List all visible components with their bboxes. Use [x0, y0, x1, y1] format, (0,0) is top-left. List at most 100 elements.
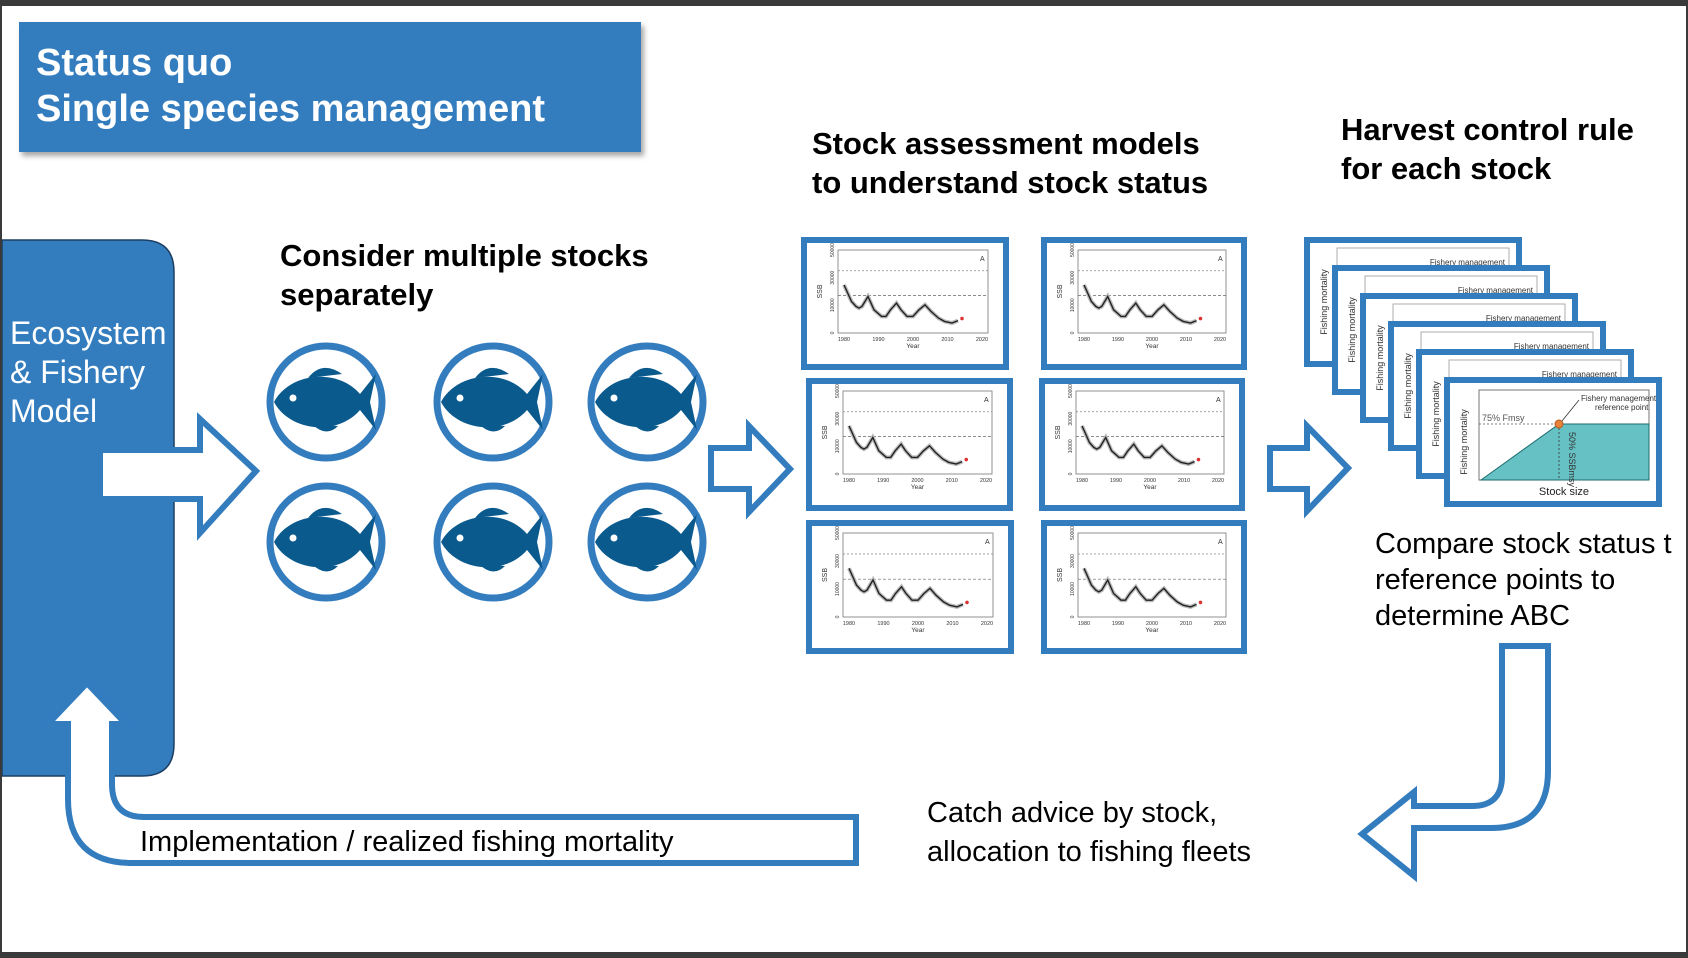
hcr-header-label: Fishery management [1542, 370, 1618, 379]
plot-x-tick: 1980 [843, 478, 855, 484]
plot-x-tick: 2020 [980, 478, 992, 484]
hcr-heading-line-1: Harvest control rule [1341, 112, 1634, 147]
hcr-ssbmsy-label: 50% SSBmsy [1567, 432, 1577, 488]
plot-x-tick: 2010 [946, 478, 958, 484]
plot-ylabel: SSB [822, 425, 829, 439]
hcr-ref-label-1: Fishery management [1581, 394, 1657, 403]
fish-icon [587, 342, 707, 462]
assessment-heading: Stock assessment models to understand st… [812, 124, 1208, 202]
hcr-ref-label-2: reference point [1595, 403, 1649, 412]
hcr-header-label: Fishery management [1458, 286, 1534, 295]
title-line-2: Single species management [36, 88, 545, 130]
plot-x-tick: 2010 [941, 337, 953, 343]
plot-x-tick: 2000 [1146, 621, 1158, 627]
hcr-ylabel: Fishing mortality [1319, 269, 1329, 335]
plot-x-tick: 2020 [1214, 337, 1226, 343]
plot-x-tick: 2000 [912, 621, 924, 627]
plot-xlabel: Year [1145, 627, 1159, 634]
process-diagram: A SSB 0 10000 30000 50000 1980 1990 2000 2010 2020… [2, 237, 1662, 883]
plot-y-tick: 30000 [1068, 411, 1074, 425]
plot-x-tick: 1980 [838, 337, 850, 343]
stocks-heading-line-2: separately [280, 277, 434, 312]
plot-x-tick: 2020 [976, 337, 988, 343]
plot-y-tick: 10000 [830, 298, 836, 312]
compare-text-line-1: Compare stock status t [1375, 528, 1672, 560]
model-label-line-3: Model [10, 393, 98, 429]
hcr-ylabel: Fishing mortality [1375, 325, 1385, 391]
panel-label: A [985, 539, 990, 546]
plot-x-tick: 2020 [981, 621, 993, 627]
plot-x-tick: 2020 [1212, 478, 1224, 484]
arrow-implementation-feedback [41, 678, 859, 866]
plot-y-tick: 0 [1070, 331, 1076, 334]
plot-y-tick: 30000 [1070, 554, 1076, 568]
plot-y-tick: 50000 [835, 526, 841, 540]
plot-y-tick: 10000 [1068, 439, 1074, 453]
plot-x-tick: 2010 [946, 621, 958, 627]
plot-y-tick: 50000 [1070, 243, 1076, 257]
plot-x-tick: 1980 [1078, 621, 1090, 627]
assessment-plot: A SSB 0 10000 30000 50000 1980 1990 2000 2010 2020… [1041, 520, 1247, 654]
plot-y-tick: 50000 [830, 243, 836, 257]
plot-y-tick: 50000 [1070, 526, 1076, 540]
plot-x-tick: 1990 [1112, 337, 1124, 343]
plot-y-tick: 30000 [835, 411, 841, 425]
implementation-text: Implementation / realized fishing mortal… [140, 826, 674, 858]
plot-y-tick: 10000 [835, 439, 841, 453]
plot-x-tick: 2020 [1214, 621, 1226, 627]
catch-advice-text: Catch advice by stock, allocation to fis… [927, 794, 1251, 872]
title-line-1: Status quo [36, 42, 233, 84]
plot-x-tick: 1990 [1112, 621, 1124, 627]
stocks-heading: Consider multiple stocks separately [280, 236, 649, 314]
assessment-plot-group: A SSB 0 10000 30000 50000 1980 1990 2000 2010 2020… [801, 237, 1247, 654]
plot-xlabel: Year [1143, 484, 1157, 491]
hcr-card-front: Fishing mortality 75% Fmsy 50% SSBmsy Fishe… [1444, 377, 1662, 507]
assessment-plot: A SSB 0 10000 30000 50000 1980 1990 2000 2010 2020… [806, 520, 1014, 654]
plot-xlabel: Year [911, 484, 925, 491]
plot-xlabel: Year [906, 343, 920, 350]
plot-ylabel: SSB [1055, 425, 1062, 439]
plot-ylabel: SSB [1057, 284, 1064, 298]
panel-label: A [980, 256, 985, 263]
plot-x-tick: 1980 [843, 621, 855, 627]
assessment-heading-line-2: to understand stock status [812, 165, 1209, 200]
plot-x-tick: 2000 [911, 478, 923, 484]
plot-y-tick: 10000 [1070, 298, 1076, 312]
plot-x-tick: 1990 [877, 478, 889, 484]
ecosystem-model-block [2, 239, 175, 777]
fish-icon [433, 342, 553, 462]
plot-x-tick: 2000 [1146, 337, 1158, 343]
plot-xlabel: Year [1145, 343, 1159, 350]
hcr-ylabel: Fishing mortality [1431, 381, 1441, 447]
plot-x-tick: 2010 [1178, 478, 1190, 484]
arrow-assessment-to-hcr [1267, 418, 1353, 519]
plot-y-tick: 0 [835, 472, 841, 475]
assessment-plot: A SSB 0 10000 30000 50000 1980 1990 2000 2010 2020… [1041, 237, 1247, 370]
assessment-heading-line-1: Stock assessment models [812, 126, 1200, 161]
assessment-plot: A SSB 0 10000 30000 50000 1980 1990 2000 2010 2020… [801, 237, 1009, 370]
hcr-ylabel: Fishing mortality [1347, 297, 1357, 363]
arrow-compare-to-catch [1357, 643, 1551, 883]
plot-y-tick: 0 [830, 331, 836, 334]
plot-x-tick: 2000 [1144, 478, 1156, 484]
model-label-line-1: Ecosystem [10, 315, 167, 351]
plot-ylabel: SSB [817, 284, 824, 298]
compare-text-line-2: reference points to [1375, 564, 1616, 596]
hcr-header-label: Fishery management [1514, 342, 1590, 351]
hcr-xlabel: Stock size [1539, 486, 1589, 498]
plot-x-tick: 2000 [907, 337, 919, 343]
fish-stock-group [266, 342, 707, 602]
panel-label: A [984, 397, 989, 404]
model-label-line-2: & Fishery [10, 354, 146, 390]
plot-y-tick: 30000 [830, 270, 836, 284]
ecosystem-model-label: Ecosystem & Fishery Model [10, 314, 166, 431]
catch-text-line-1: Catch advice by stock, [927, 797, 1218, 829]
plot-x-tick: 1980 [1076, 478, 1088, 484]
hcr-heading: Harvest control rule for each stock [1341, 110, 1634, 188]
plot-y-tick: 0 [835, 615, 841, 618]
plot-y-tick: 50000 [1068, 384, 1074, 398]
plot-ylabel: SSB [1057, 568, 1064, 582]
plot-y-tick: 50000 [835, 384, 841, 398]
fish-icon [587, 482, 707, 602]
